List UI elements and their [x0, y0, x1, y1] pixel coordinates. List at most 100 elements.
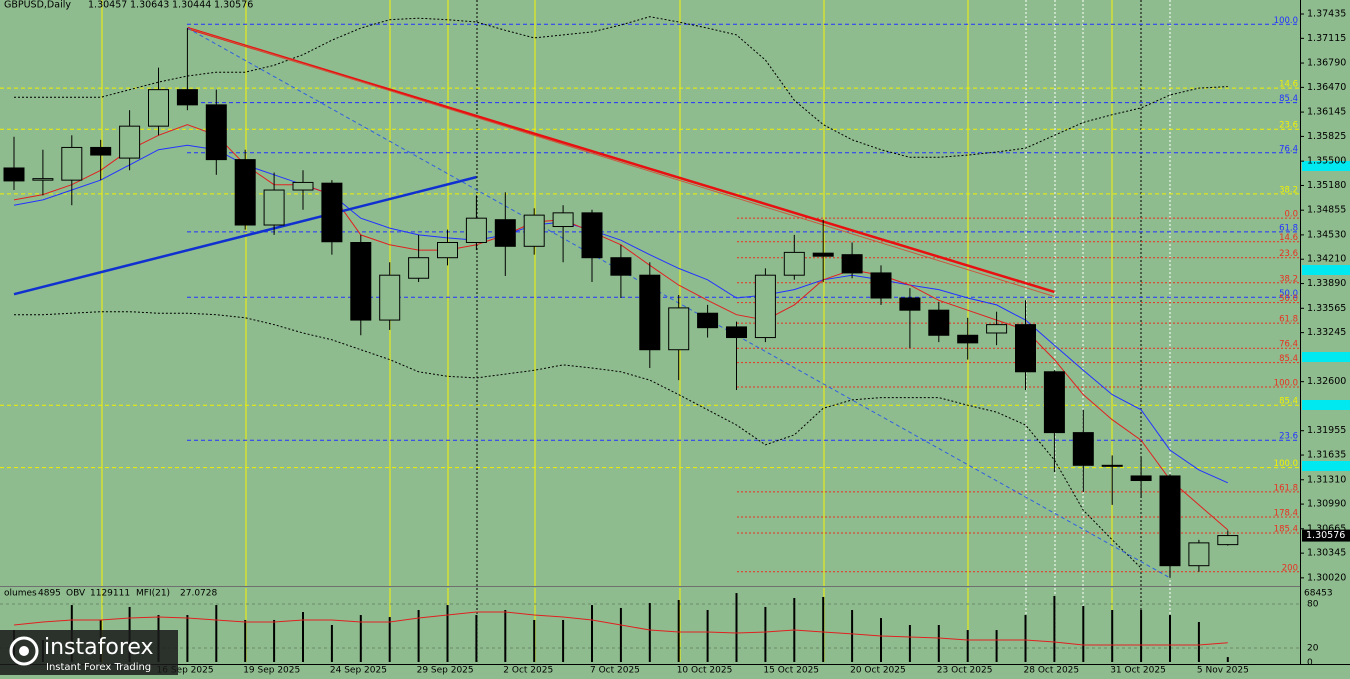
candle-body [234, 159, 256, 226]
header-open: 1.30457 [88, 0, 127, 11]
candle-body [870, 272, 892, 299]
axis-markers [1302, 161, 1350, 471]
x-tick-label: 5 Nov 2025 [1197, 666, 1249, 676]
level-label: 0.0 [1284, 210, 1298, 220]
level-label: 23.6 [1279, 432, 1298, 442]
obv-value: 1129111 [90, 589, 130, 599]
candle-body [986, 324, 1008, 334]
candle-body [176, 89, 198, 106]
x-tick-label: 19 Sep 2025 [243, 666, 300, 676]
volume-tick-label: 68453 [1304, 589, 1333, 599]
candle-body [928, 309, 950, 336]
candle-body [3, 167, 25, 182]
candle-body [1043, 371, 1065, 434]
x-tick-label: 10 Oct 2025 [677, 666, 733, 676]
y-tick-label: 1.31635 [1307, 450, 1346, 461]
candle-body [639, 274, 661, 351]
y-tick-label: 1.35825 [1307, 131, 1346, 142]
volume-value: 4895 [38, 589, 61, 599]
level-label: 161.8 [1274, 483, 1298, 493]
candle-body [610, 257, 632, 276]
candle-body [61, 146, 83, 181]
candle-body [899, 297, 921, 311]
candle-body [494, 219, 516, 247]
y-tick-label: 1.32600 [1307, 376, 1346, 387]
y-tick-label: 1.37115 [1307, 33, 1346, 44]
level-label: 61.8 [1279, 315, 1298, 325]
candle-body [1188, 542, 1210, 567]
level-label: 38.2 [1279, 185, 1298, 195]
y-tick-label: 1.34210 [1307, 254, 1346, 265]
x-tick-label: 15 Oct 2025 [763, 666, 819, 676]
y-tick-label: 1.30345 [1307, 548, 1346, 559]
y-tick-label: 1.33890 [1307, 278, 1346, 289]
overlay: 1.30457 1.30643 1.30444 1.30576 100.0 14.6 85.… [38, 0, 1350, 676]
logo-tagline: Instant Forex Trading [46, 662, 151, 673]
candle-body [552, 212, 574, 228]
y-tick-label: 1.33245 [1307, 327, 1346, 338]
level-label: 85.4 [1279, 397, 1298, 407]
last-price-box [1302, 529, 1350, 542]
x-tick-label: 24 Sep 2025 [330, 666, 387, 676]
header-high: 1.30643 [130, 0, 169, 11]
candle-body [668, 307, 690, 351]
y-tick-label: 1.36470 [1307, 82, 1346, 93]
x-tick-label: 16 Sep 2025 [157, 666, 214, 676]
candle-body [350, 242, 372, 321]
level-label: 23.6 [1279, 249, 1298, 259]
candle-body [1015, 324, 1036, 373]
level-label: 38.2 [1279, 274, 1298, 284]
mfi-label: MFI(21) [136, 589, 170, 599]
x-tick-label: 20 Oct 2025 [850, 666, 906, 676]
mfi-tick-label: 0 [1307, 658, 1313, 668]
x-tick-label: 7 Oct 2025 [590, 666, 640, 676]
candle-body [90, 146, 112, 156]
candle-body [812, 252, 834, 257]
y-tick-label: 1.34530 [1307, 229, 1346, 240]
level-label: 100.0 [1274, 16, 1298, 26]
y-tick-label: 1.30990 [1307, 499, 1346, 510]
level-label: 178.4 [1274, 509, 1298, 519]
candle-body [263, 189, 285, 226]
indicator-line [14, 16, 1228, 158]
level-label: 200 [1282, 563, 1298, 573]
y-tick-label: 1.34855 [1307, 205, 1346, 216]
candle-body [408, 257, 430, 279]
candle-body [957, 334, 979, 344]
level-label: 85.4 [1279, 94, 1298, 104]
x-tick-label: 23 Oct 2025 [937, 666, 993, 676]
level-label: 14.6 [1279, 233, 1298, 243]
level-label: 50.0 [1279, 289, 1298, 299]
indicator-line [14, 311, 1142, 569]
y-tick-label: 1.35500 [1307, 156, 1346, 167]
level-label: 85.4 [1279, 354, 1298, 364]
y-tick-label: 1.37435 [1307, 8, 1346, 19]
candle-body [1159, 475, 1181, 567]
header-close: 1.30576 [214, 0, 253, 11]
level-label: 100.0 [1274, 378, 1298, 388]
level-label: 76.4 [1279, 340, 1298, 350]
obv-label: OBV [66, 589, 86, 599]
header-low: 1.30444 [172, 0, 211, 11]
chart-title: GBPUSD,Daily [4, 0, 71, 11]
candle-body [292, 181, 314, 191]
level-label: 23.6 [1279, 121, 1298, 131]
logo: instaforex Instant Forex Trading [0, 630, 178, 675]
candle-body [1130, 475, 1152, 482]
level-label: 50.0 [1279, 294, 1298, 304]
candle-body [754, 274, 776, 339]
y-tick-label: 1.30665 [1307, 523, 1346, 534]
x-tick-label: 28 Oct 2025 [1024, 666, 1080, 676]
mfi-tick-label: 80 [1307, 599, 1319, 609]
candle-body [726, 326, 747, 339]
trendline [13, 175, 477, 296]
candle-body [119, 125, 141, 159]
trendline [187, 27, 1055, 297]
y-tick-label: 1.31955 [1307, 425, 1346, 436]
candle-body [465, 217, 487, 244]
candle-body [32, 178, 54, 181]
level-label: 76.4 [1279, 144, 1298, 154]
trendline [187, 26, 1055, 294]
